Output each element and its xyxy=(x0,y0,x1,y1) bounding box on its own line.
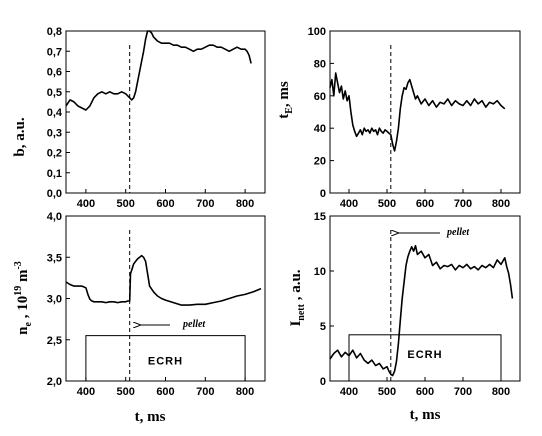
x-tick-label: 700 xyxy=(454,198,472,210)
plot-frame-b xyxy=(65,30,266,194)
x-tick-label: 600 xyxy=(156,386,174,398)
x-tick-label: 500 xyxy=(378,198,396,210)
ecrh-box-ne xyxy=(85,335,246,382)
x-tick-label: 500 xyxy=(117,386,135,398)
y-tick-label: 0,5 xyxy=(47,87,62,99)
panel-Inett: Inett , a.u. 400 500 600 700 800 0 5 10 15 xyxy=(288,211,521,398)
y-tick-label: 0,6 xyxy=(47,67,62,79)
pellet-annotation-ne: pellet xyxy=(182,319,206,330)
y-axis-label-b: b, a.u. xyxy=(12,117,28,156)
x-tick-label: 800 xyxy=(492,386,510,398)
x-axis-label-left: t, ms xyxy=(135,409,166,425)
x-tick-label: 600 xyxy=(416,198,434,210)
panel-b: b, a.u. 400 500 600 700 800 0,0 0,1 0,2 0,3 0,4 0,… xyxy=(12,26,266,210)
x-tick-label: 800 xyxy=(236,198,254,210)
y-axis-label-Inett: Inett , a.u. xyxy=(288,269,307,326)
y-tick-label: 80 xyxy=(314,58,326,70)
y-tick-label: 10 xyxy=(314,266,326,278)
y-tick-label: 15 xyxy=(314,211,326,223)
x-axis-label-right: t, ms xyxy=(410,407,441,423)
y-tick-label: 5 xyxy=(320,321,326,333)
y-tick-label: 0 xyxy=(320,188,326,200)
series-line-tauE xyxy=(329,72,506,152)
y-tick-label: 3,0 xyxy=(47,294,62,306)
y-axis-label-tauE: tE, ms xyxy=(276,81,295,119)
ecrh-label-inett: ECRH xyxy=(407,349,442,361)
series-line-Inett xyxy=(329,244,514,377)
ecrh-box-inett xyxy=(348,334,502,382)
x-tick-label: 500 xyxy=(378,386,396,398)
y-tick-label: 2,0 xyxy=(47,376,62,388)
y-tick-label: 3,5 xyxy=(47,252,62,264)
panel-ne: ne , 1019 m-3 400 500 600 700 800 2,0 2,5 3,0 3,… xyxy=(13,211,266,398)
x-tick-label: 600 xyxy=(156,198,174,210)
y-tick-label: 0,1 xyxy=(47,168,62,180)
series-line-b xyxy=(65,30,252,111)
plot-frame-tauE xyxy=(329,30,521,194)
y-tick-label: 0,3 xyxy=(47,127,62,139)
y-tick-label: 40 xyxy=(314,123,326,135)
x-tick-label: 600 xyxy=(416,386,434,398)
x-tick-label: 400 xyxy=(340,386,358,398)
y-tick-label: 0,0 xyxy=(47,188,62,200)
panel-tauE: tE, ms 400 500 600 700 800 0 20 40 60 80 100 xyxy=(276,26,521,210)
pellet-annotation-inett: pellet xyxy=(446,227,470,238)
y-tick-label: 0,7 xyxy=(47,46,62,58)
x-tick-label: 800 xyxy=(236,386,254,398)
x-tick-label: 400 xyxy=(340,198,358,210)
x-tick-label: 400 xyxy=(77,198,95,210)
y-tick-label: 60 xyxy=(314,91,326,103)
ecrh-label-ne: ECRH xyxy=(148,356,183,368)
y-tick-label: 100 xyxy=(308,26,326,38)
y-axis-label-ne: ne , 1019 m-3 xyxy=(13,261,34,335)
y-tick-label: 2,5 xyxy=(47,335,62,347)
x-tick-label: 800 xyxy=(492,198,510,210)
y-tick-label: 20 xyxy=(314,156,326,168)
x-tick-label: 400 xyxy=(77,386,95,398)
y-tick-label: 0,8 xyxy=(47,26,62,38)
x-tick-label: 700 xyxy=(454,386,472,398)
y-tick-label: 0,2 xyxy=(47,148,62,160)
series-line-ne xyxy=(65,254,262,306)
y-tick-label: 0 xyxy=(320,376,326,388)
y-tick-label: 4,0 xyxy=(47,211,62,223)
x-tick-label: 700 xyxy=(196,386,214,398)
y-tick-label: 0,4 xyxy=(47,107,63,119)
x-tick-label: 500 xyxy=(117,198,135,210)
x-tick-label: 700 xyxy=(196,198,214,210)
